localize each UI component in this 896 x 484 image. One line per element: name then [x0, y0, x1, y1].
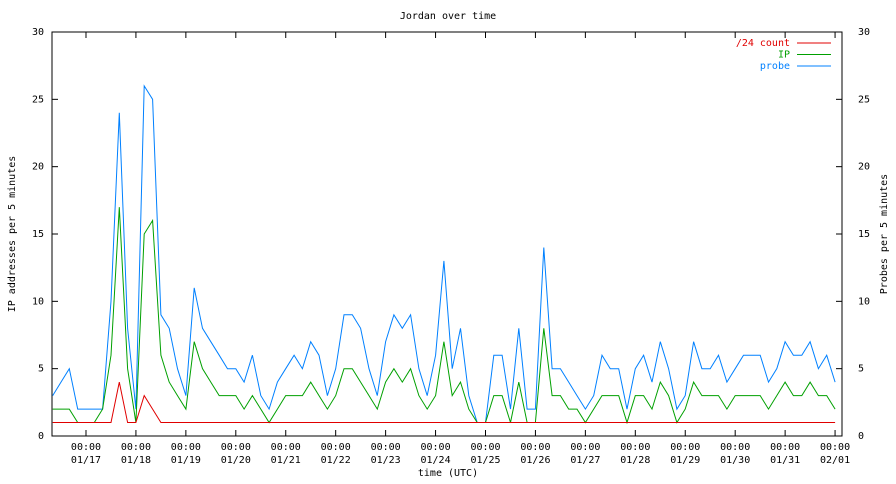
legend-label: IP — [778, 50, 790, 61]
x-tick-label: 01/24 — [421, 455, 451, 466]
y-tick-label: 15 — [32, 229, 44, 240]
x-tick-label: 00:00 — [670, 442, 700, 453]
x-axis-label: time (UTC) — [418, 468, 478, 479]
x-tick-label: 01/25 — [470, 455, 500, 466]
x-tick-label: 01/23 — [371, 455, 401, 466]
y-axis-label: IP addresses per 5 minutes — [7, 156, 18, 313]
series-line — [52, 207, 836, 425]
x-tick-label: 01/27 — [570, 455, 600, 466]
x-tick-label: 00:00 — [271, 442, 301, 453]
x-tick-label: 00:00 — [770, 442, 800, 453]
y2-axis-label: Probes per 5 minutes — [879, 174, 890, 294]
x-tick-label: 01/19 — [171, 455, 201, 466]
x-tick-label: 01/22 — [321, 455, 351, 466]
y2-tick-label: 5 — [858, 364, 864, 375]
x-tick-label: 01/30 — [720, 455, 750, 466]
y2-tick-label: 30 — [858, 27, 870, 38]
x-tick-label: 00:00 — [121, 442, 151, 453]
plot-border — [51, 31, 843, 437]
x-tick-label: 00:00 — [620, 442, 650, 453]
chart-title: Jordan over time — [400, 11, 496, 22]
y-tick-label: 30 — [32, 27, 44, 38]
x-tick-label: 01/17 — [71, 455, 101, 466]
x-tick-label: 02/01 — [820, 455, 850, 466]
x-tick-label: 00:00 — [221, 442, 251, 453]
y-tick-label: 20 — [32, 162, 44, 173]
x-tick-label: 01/21 — [271, 455, 301, 466]
x-tick-label: 00:00 — [470, 442, 500, 453]
legend-label: probe — [760, 61, 790, 72]
y2-tick-label: 15 — [858, 229, 870, 240]
y-tick-label: 5 — [38, 364, 44, 375]
legend-label: /24 count — [736, 38, 790, 49]
x-tick-label: 00:00 — [570, 442, 600, 453]
y2-tick-label: 20 — [858, 162, 870, 173]
x-tick-label: 01/31 — [770, 455, 800, 466]
y-tick-label: 0 — [38, 431, 44, 442]
x-tick-label: 00:00 — [371, 442, 401, 453]
x-tick-label: 01/18 — [121, 455, 151, 466]
y2-tick-label: 25 — [858, 94, 870, 105]
series-line — [52, 381, 836, 423]
x-tick-label: 00:00 — [520, 442, 550, 453]
y2-tick-label: 10 — [858, 296, 870, 307]
x-tick-label: 00:00 — [720, 442, 750, 453]
x-tick-label: 00:00 — [71, 442, 101, 453]
y-tick-label: 25 — [32, 94, 44, 105]
x-tick-label: 00:00 — [820, 442, 850, 453]
x-tick-label: 01/29 — [670, 455, 700, 466]
y2-tick-label: 0 — [858, 431, 864, 442]
x-tick-label: 01/28 — [620, 455, 650, 466]
series-line — [52, 84, 836, 423]
x-tick-label: 00:00 — [421, 442, 451, 453]
y-tick-label: 10 — [32, 296, 44, 307]
x-tick-label: 01/26 — [520, 455, 550, 466]
x-tick-label: 00:00 — [171, 442, 201, 453]
x-tick-label: 01/20 — [221, 455, 251, 466]
x-tick-label: 00:00 — [321, 442, 351, 453]
